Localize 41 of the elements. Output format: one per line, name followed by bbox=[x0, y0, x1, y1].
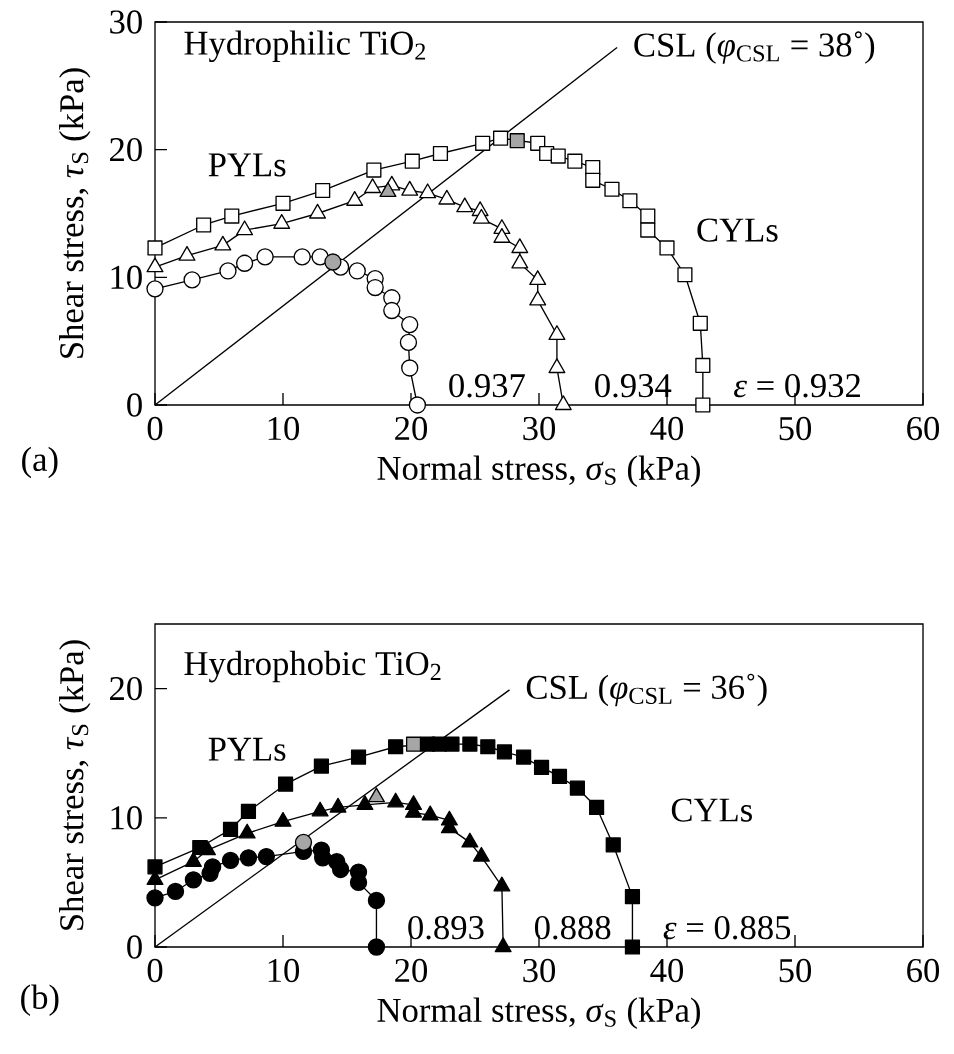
annotation: PYLs bbox=[208, 737, 286, 761]
x-tick-label: 0 bbox=[147, 958, 163, 983]
x-tick-label: 50 bbox=[779, 958, 812, 983]
y-tick-label: 30 bbox=[110, 10, 142, 34]
y-axis-title: Shear stress, τ$_{S}$ (kPa) bbox=[59, 640, 91, 930]
x-axis-title: Normal stress, σ$_{S}$ (kPa) bbox=[377, 997, 700, 1030]
legend-label: 0.893 bbox=[408, 915, 484, 940]
legend-label: ε = 0.932 bbox=[734, 373, 860, 398]
legend-label: 0.937 bbox=[449, 373, 525, 398]
x-tick-label: 10 bbox=[268, 958, 300, 983]
y-tick-label: 0 bbox=[127, 393, 142, 417]
x-tick-label: 0 bbox=[147, 416, 163, 441]
text: (b) bbox=[21, 984, 59, 1017]
legend-label: ε = 0.885 bbox=[663, 915, 791, 940]
y-tick-label: 20 bbox=[110, 676, 142, 701]
x-tick-label: 20 bbox=[395, 958, 428, 983]
x-tick-label: 40 bbox=[650, 416, 684, 441]
y-tick-label: 10 bbox=[111, 806, 142, 830]
legend-label: 0.888 bbox=[534, 915, 611, 940]
x-tick-label: 10 bbox=[268, 416, 300, 441]
annotation: Hydrophilic TiO$_{2}$ bbox=[184, 30, 426, 63]
annotation: PYLs bbox=[208, 153, 286, 177]
text: (a) bbox=[22, 446, 58, 479]
legend-label: 0.934 bbox=[595, 373, 672, 398]
annotation: CYLs bbox=[697, 218, 778, 242]
series-label: CSL (φ$_{CSL}$ = 38˚) bbox=[634, 31, 875, 64]
x-axis-title: Normal stress, σ$_{S}$ (kPa) bbox=[377, 455, 700, 488]
annotation: CYLs bbox=[671, 798, 752, 822]
x-tick-label: 30 bbox=[523, 958, 556, 983]
x-tick-label: 60 bbox=[907, 958, 940, 983]
y-axis-title: Shear stress, τ$_{S}$ (kPa) bbox=[59, 68, 91, 358]
annotation: Hydrophobic TiO$_{2}$ bbox=[184, 650, 441, 683]
x-tick-label: 50 bbox=[779, 416, 812, 441]
y-tick-label: 10 bbox=[111, 265, 142, 290]
x-tick-label: 30 bbox=[523, 416, 556, 441]
x-tick-label: 40 bbox=[650, 958, 684, 983]
series-label: CSL (φ$_{CSL}$ = 36˚) bbox=[526, 673, 767, 707]
x-tick-label: 20 bbox=[395, 416, 428, 441]
x-tick-label: 60 bbox=[907, 416, 940, 441]
y-tick-label: 20 bbox=[110, 137, 142, 162]
y-tick-label: 0 bbox=[127, 935, 142, 959]
